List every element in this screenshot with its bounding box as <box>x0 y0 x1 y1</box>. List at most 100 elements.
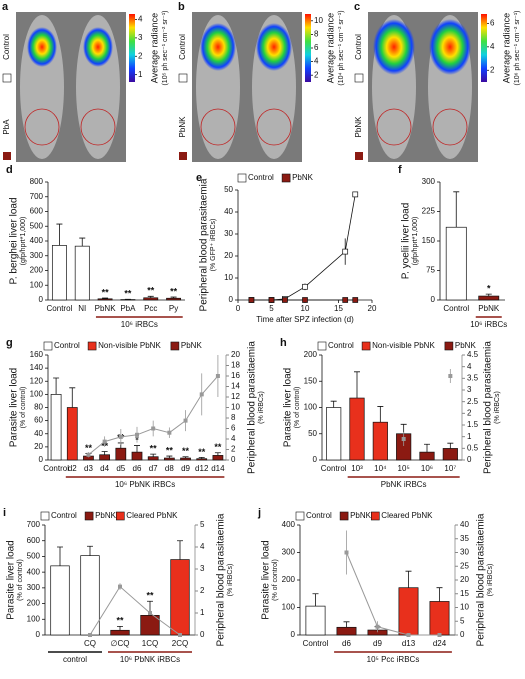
y-tick-label: 50 <box>308 429 317 438</box>
significance: ** <box>170 286 178 296</box>
y2-tick-label: 0 <box>460 630 465 639</box>
x-tick-label: d9 <box>181 464 190 473</box>
colorbar-tick-label: 6 <box>314 43 319 52</box>
y2-axis-units: (% iRBCs) <box>494 391 501 424</box>
point <box>302 283 308 290</box>
legend-swatch <box>40 511 50 521</box>
legend-label: Non-visible PbNK <box>98 341 161 350</box>
y2-tick-label: 1.5 <box>467 420 479 429</box>
y-tick-label: 100 <box>30 280 44 289</box>
error-bar <box>453 191 460 228</box>
parasitaemia-point <box>183 418 188 423</box>
y-tick-label: 160 <box>30 350 44 359</box>
error-bar <box>57 546 63 566</box>
bar <box>147 456 159 461</box>
y-axis-units: (% of control) <box>20 387 27 429</box>
x-tick-label: 10⁶ <box>421 464 433 473</box>
row-swatch <box>179 152 187 160</box>
error-bar <box>150 453 157 457</box>
colorbar-tick-label: 3 <box>138 33 143 42</box>
parasitaemia-point <box>86 452 91 457</box>
parasitaemia-point <box>448 374 453 378</box>
bar <box>170 559 190 636</box>
liver-signal <box>429 19 471 75</box>
bar <box>66 407 78 461</box>
y-axis-units: (gfp/hprt*1,000) <box>20 217 27 266</box>
colorbar-tick-label: 4 <box>314 57 319 66</box>
bar <box>305 605 326 636</box>
legend-label: PbNK <box>95 511 117 520</box>
significance: ** <box>166 445 174 455</box>
x-tick-label: 10⁴ <box>374 464 387 473</box>
liver-signal <box>27 27 57 67</box>
x-tick-label: 20 <box>368 304 377 313</box>
y-axis-units: (% of control) <box>17 559 24 601</box>
colorbar-units: (10⁶ ph sec⁻¹ cm⁻² sr⁻¹) <box>514 10 521 85</box>
error-bar <box>177 540 183 560</box>
row-swatch <box>2 73 12 83</box>
y-tick-label: 400 <box>30 236 44 245</box>
liver-signal <box>373 19 415 75</box>
row-swatch <box>355 152 363 160</box>
y-tick-label: 600 <box>27 536 41 545</box>
legend-label: PbNK <box>181 341 203 350</box>
y-axis-units: (% of control) <box>294 387 301 429</box>
group-label: control <box>63 655 87 664</box>
bar <box>398 587 419 636</box>
parasitaemia-point <box>215 374 220 378</box>
error-bar <box>87 545 93 556</box>
colorbar-tick-label: 2 <box>314 70 319 79</box>
bar <box>419 451 435 461</box>
x-tick-label: PbNK <box>95 304 117 313</box>
x-tick-label: 2CQ <box>172 639 188 648</box>
colorbar <box>129 14 135 82</box>
bar <box>74 245 90 301</box>
error-bar <box>53 377 60 395</box>
bar <box>336 626 357 636</box>
parasitaemia-point <box>118 434 123 439</box>
point <box>302 297 308 303</box>
y2-tick-label: 0.5 <box>467 443 479 452</box>
y2-tick-label: 2.5 <box>467 397 479 406</box>
y-tick-label: 600 <box>30 207 44 216</box>
bar <box>163 457 175 461</box>
y-tick-label: 0 <box>291 630 296 639</box>
colorbar-tick-label: 8 <box>314 30 319 39</box>
bar <box>143 297 159 301</box>
x-tick-label: ∅CQ <box>111 639 130 648</box>
legend-label: Control <box>328 341 354 350</box>
legend-swatch <box>170 341 180 351</box>
significance: ** <box>214 442 222 452</box>
legend-label: PbNK <box>350 511 372 520</box>
bar <box>478 295 500 301</box>
x-tick-label: 15 <box>334 304 343 313</box>
legend-swatch <box>295 511 305 521</box>
colorbar-tick-label: 2 <box>138 51 143 60</box>
group-label: PbNK iRBCs <box>381 480 427 489</box>
y-tick-label: 225 <box>422 207 436 216</box>
liver-signal <box>200 23 236 71</box>
y-axis-label: P. yoelii liver load <box>401 203 412 280</box>
liver-signal <box>83 27 113 67</box>
panel-letter: b <box>178 1 185 13</box>
y-tick-label: 140 <box>30 363 44 372</box>
y-tick-label: 30 <box>224 229 233 238</box>
y-tick-label: 300 <box>282 548 296 557</box>
y-tick-label: 500 <box>27 552 41 561</box>
y-axis-units: (% of control) <box>272 559 279 601</box>
parasitaemia-point <box>437 633 442 637</box>
y2-axis-label: Peripheral blood parasitaemia <box>483 341 494 474</box>
bar <box>131 451 143 461</box>
parasitaemia-point <box>406 633 411 637</box>
legend-label: PbNK <box>455 341 477 350</box>
y2-tick-label: 0 <box>200 630 205 639</box>
legend-label: PbNK <box>292 173 314 182</box>
y-tick-label: 20 <box>224 251 233 260</box>
x-tick-label: PbA <box>120 304 136 313</box>
y-tick-label: 200 <box>30 266 44 275</box>
legend-swatch <box>281 173 291 183</box>
legend-swatch <box>444 341 454 351</box>
bar <box>372 421 388 461</box>
group-label: 10⁶ iRBCs <box>470 320 507 329</box>
y-tick-label: 0 <box>431 295 436 304</box>
